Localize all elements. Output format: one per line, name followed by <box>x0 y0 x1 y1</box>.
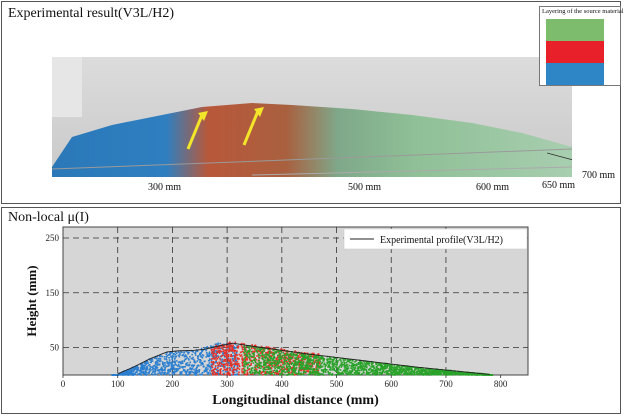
distance-label-500: 500 mm <box>348 182 382 193</box>
x-tick-label-800: 800 <box>494 379 508 389</box>
y-tick-label-250: 250 <box>46 233 60 243</box>
chart-legend: Experimental profile(V3L/H2) <box>343 228 528 250</box>
deposit-photo <box>51 57 578 177</box>
source-layering-title: Layering of the source material <box>542 8 624 15</box>
layer-red-swatch <box>546 41 604 63</box>
particle-cloud <box>111 341 494 376</box>
height-profile-chart: Experimental profile(V3L/H2) 0 100 200 300 40… <box>24 226 529 408</box>
x-tick-label-300: 300 <box>220 379 234 389</box>
distance-label-650: 650 mm <box>542 180 576 191</box>
arrow-1 <box>186 114 204 150</box>
x-tick-label-700: 700 <box>439 379 453 389</box>
source-layering-legend: Layering of the source material <box>539 6 624 86</box>
distance-label-600: 600 mm <box>476 182 510 193</box>
x-tick-label-200: 200 <box>166 379 180 389</box>
x-axis-label: Longitudinal distance (mm) <box>212 393 379 408</box>
y-tick-label-50: 50 <box>50 343 60 353</box>
x-tick-label-400: 400 <box>275 379 289 389</box>
layer-blue-swatch <box>546 63 604 85</box>
distance-label-700: 700 mm <box>582 170 616 181</box>
top-panel-title: Experimental result(V3L/H2) <box>8 6 175 21</box>
x-tick-label-100: 100 <box>111 379 125 389</box>
x-tick-label-500: 500 <box>330 379 344 389</box>
y-axis-label: Height (mm) <box>24 265 39 336</box>
experimental-result-panel: Experimental result(V3L/H2) <box>1 1 624 204</box>
simulation-panel: Non-local μ(I) Experimental profile(V3L/… <box>1 207 621 414</box>
arrow-2 <box>242 110 260 146</box>
legend-bg <box>343 228 528 250</box>
y-tick-label-150: 150 <box>46 288 60 298</box>
distance-label-300: 300 mm <box>148 182 182 193</box>
experimental-profile-line <box>117 342 490 375</box>
layer-green-swatch <box>546 19 604 41</box>
x-tick-label-0: 0 <box>61 379 66 389</box>
bottom-panel-title: Non-local μ(I) <box>8 210 89 225</box>
legend-entry: Experimental profile(V3L/H2) <box>380 235 503 246</box>
x-tick-label-600: 600 <box>384 379 398 389</box>
